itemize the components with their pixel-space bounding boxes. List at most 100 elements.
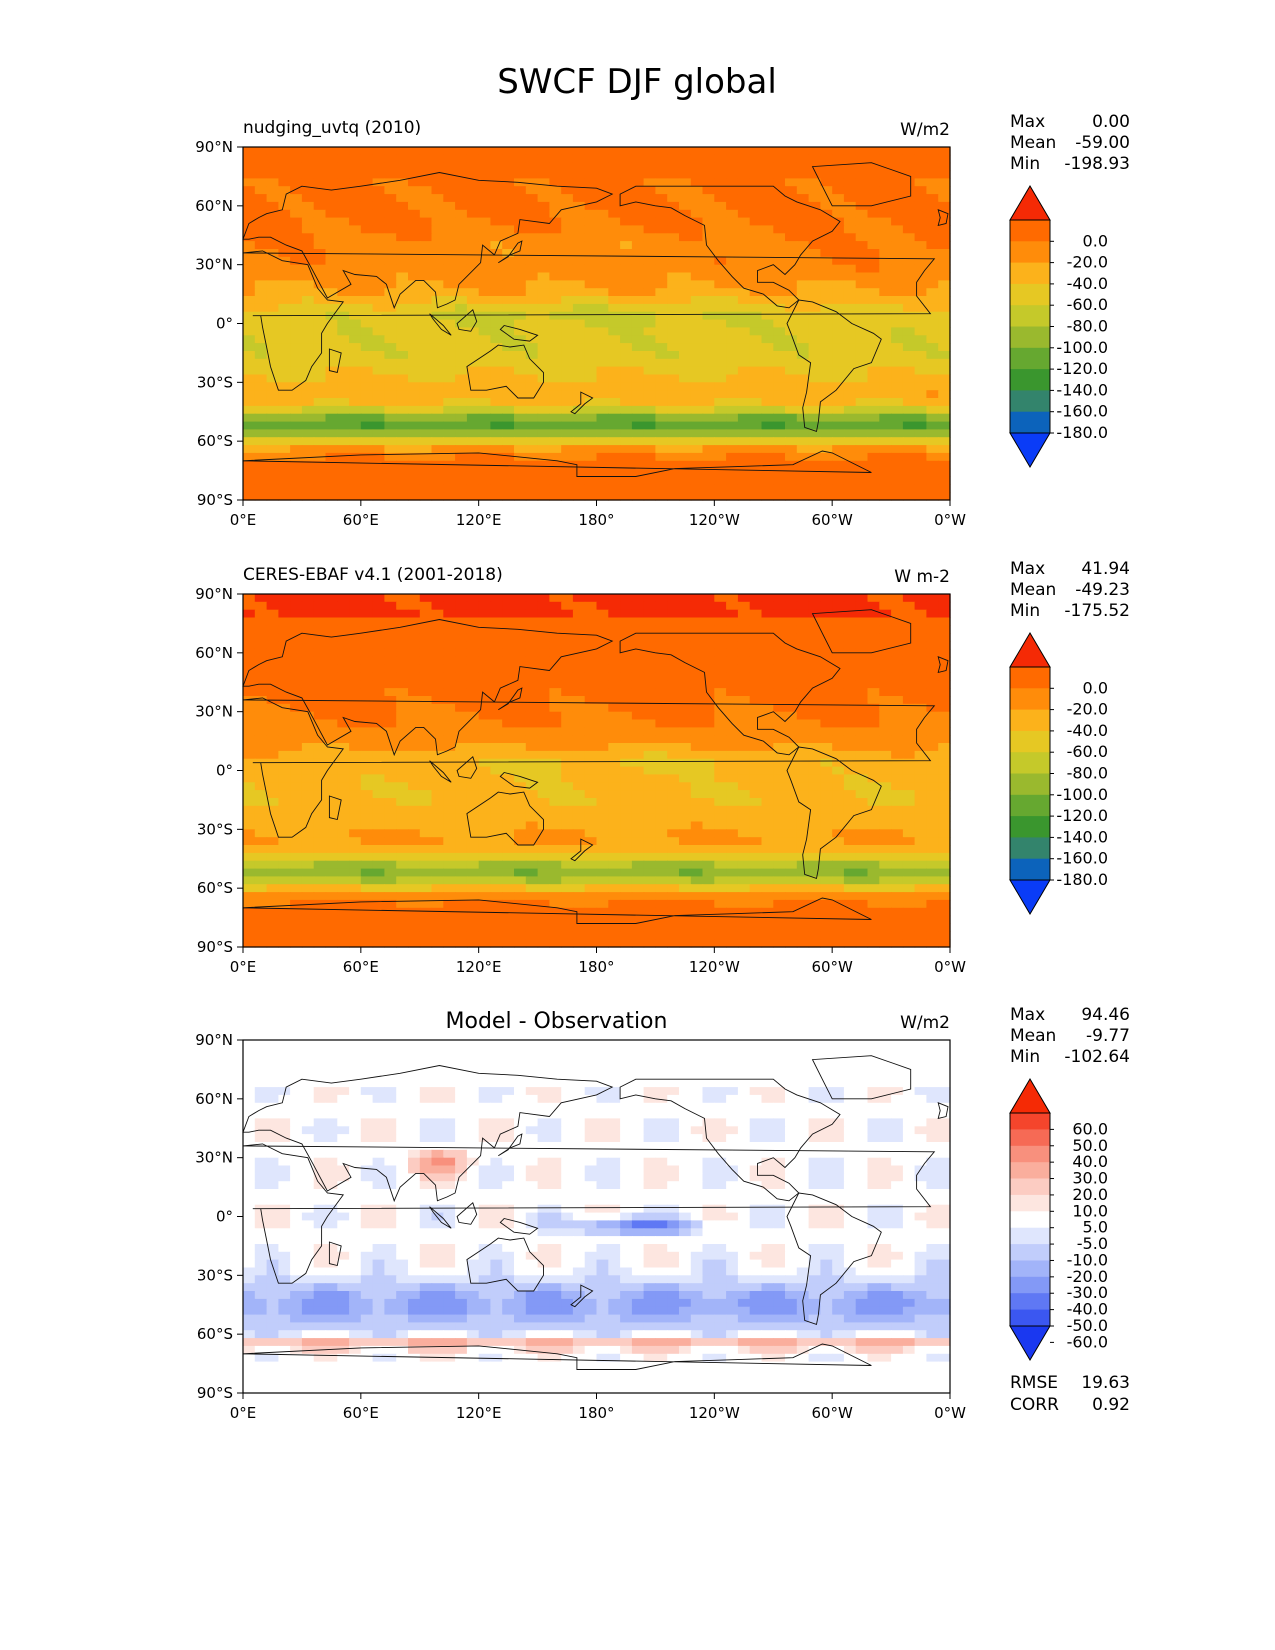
map-cell	[867, 750, 880, 760]
map-cell	[514, 405, 527, 415]
map-cell	[820, 766, 833, 775]
map-cell	[714, 672, 727, 681]
map-cell	[714, 272, 727, 281]
map-cell	[313, 617, 327, 626]
map-cell	[349, 162, 362, 172]
map-cell	[313, 601, 327, 611]
map-cell	[891, 421, 904, 430]
map-cell	[679, 335, 692, 344]
map-cell	[938, 319, 951, 328]
map-cell	[749, 727, 763, 736]
map-cell	[726, 264, 739, 274]
map-cell	[761, 601, 774, 611]
map-cell	[419, 672, 433, 681]
map-cell	[867, 311, 880, 321]
map-cell	[360, 241, 374, 250]
map-cell	[254, 296, 268, 305]
map-cell	[631, 217, 645, 226]
map-cell	[608, 601, 621, 611]
map-cell	[243, 648, 256, 658]
map-cell	[879, 727, 892, 736]
map-cell	[537, 727, 550, 736]
map-cell	[372, 758, 385, 768]
map-cell	[443, 366, 456, 375]
map-cell	[879, 209, 892, 219]
map-cell	[360, 398, 374, 407]
map-cell	[773, 727, 786, 736]
map-cell	[702, 876, 715, 885]
map-cell	[266, 641, 279, 650]
map-cell	[914, 327, 927, 336]
map-cell	[867, 837, 880, 846]
map-cell	[384, 154, 397, 164]
map-cell	[667, 366, 680, 375]
map-cell	[502, 382, 515, 391]
map-cell	[938, 805, 951, 815]
map-cell	[408, 147, 421, 156]
map-cell	[466, 664, 480, 673]
map-cell	[820, 845, 833, 854]
map-cell	[290, 750, 303, 760]
map-cell	[843, 343, 857, 352]
map-cell	[396, 798, 409, 807]
map-cell	[325, 225, 338, 234]
map-cell	[832, 343, 845, 352]
map-cell	[408, 750, 421, 760]
map-cell	[572, 664, 586, 673]
map-cell	[502, 154, 515, 164]
map-cell	[537, 782, 550, 791]
map-cell	[891, 154, 904, 164]
map-cell	[749, 876, 763, 885]
map-cell	[891, 162, 904, 172]
map-cell	[349, 335, 362, 344]
map-cell	[243, 366, 256, 375]
map-cell	[243, 829, 256, 838]
map-cell	[843, 601, 857, 611]
map-cell	[631, 225, 645, 234]
map-cell	[773, 680, 786, 689]
map-cell	[785, 790, 798, 799]
map-cell	[620, 743, 633, 752]
map-cell	[808, 201, 821, 211]
map-cell	[620, 790, 633, 799]
map-cell	[278, 233, 291, 242]
map-cell	[832, 374, 845, 383]
map-cell	[620, 366, 633, 375]
map-cell	[525, 821, 539, 830]
map-cell	[278, 750, 291, 760]
map-cell	[714, 280, 727, 289]
map-cell	[737, 813, 751, 822]
map-cell	[349, 170, 362, 179]
map-cell	[820, 782, 833, 791]
map-cell	[596, 249, 609, 258]
map-cell	[737, 264, 751, 274]
map-cell	[349, 264, 362, 274]
map-cell	[702, 186, 715, 195]
map-cell	[266, 288, 279, 297]
map-cell	[408, 758, 421, 768]
map-cell	[443, 209, 456, 219]
map-cell	[655, 264, 668, 274]
map-cell	[396, 609, 409, 619]
map-cell	[714, 249, 727, 258]
map-cell	[761, 186, 774, 195]
map-cell	[419, 311, 433, 321]
map-cell	[655, 821, 668, 830]
map-cell	[867, 241, 880, 250]
map-cell	[667, 696, 680, 705]
map-cell	[702, 358, 715, 368]
map-cell	[714, 335, 727, 344]
map-cell	[561, 296, 574, 305]
map-cell	[855, 735, 869, 744]
map-cell	[855, 154, 869, 164]
map-cell	[785, 280, 798, 289]
map-cell	[313, 201, 327, 211]
map-cell	[408, 805, 421, 815]
map-cell	[902, 421, 916, 430]
map-cell	[855, 813, 869, 822]
map-cell	[372, 390, 385, 399]
map-cell	[796, 774, 810, 783]
map-cell	[679, 476, 692, 485]
map-cell	[278, 774, 291, 783]
map-cell	[243, 147, 256, 156]
